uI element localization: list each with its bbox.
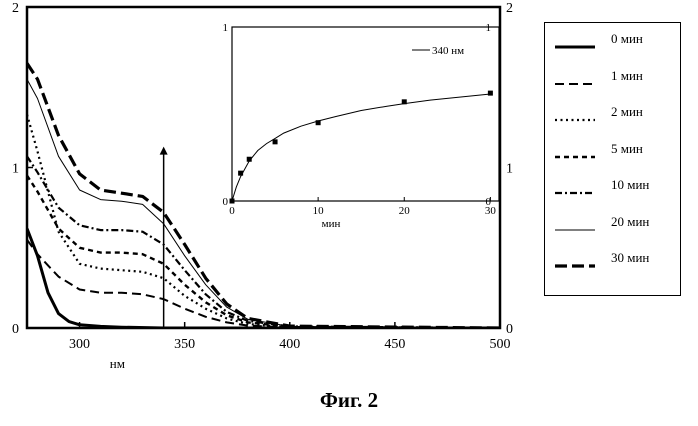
legend-label: 5 мин xyxy=(611,141,643,157)
legend-item: 30 мин xyxy=(545,250,682,286)
inset-x-tick-label: 0 xyxy=(229,205,235,217)
legend-item: 1 мин xyxy=(545,68,682,104)
x-tick-label: 500 xyxy=(490,337,511,352)
legend-label: 2 мин xyxy=(611,104,643,120)
y-tick-label-left: 0 xyxy=(12,322,19,337)
inset-legend-label: 340 нм xyxy=(432,45,464,57)
inset-data-point xyxy=(273,139,278,144)
legend-item: 20 мин xyxy=(545,214,682,250)
x-tick-label: 450 xyxy=(384,337,405,352)
legend-swatch xyxy=(553,78,597,90)
inset-data-point xyxy=(247,157,252,162)
inset-data-point xyxy=(402,99,407,104)
y-tick-label-right: 2 xyxy=(506,1,513,16)
y-tick-label-right: 0 xyxy=(506,322,513,337)
series-line xyxy=(27,229,500,329)
x-tick-label: 400 xyxy=(279,337,300,352)
x-axis-label: нм xyxy=(110,356,125,371)
inset-y-tick-label-right: 1 xyxy=(486,22,492,34)
inset-data-point xyxy=(316,120,321,125)
arrow-head-icon xyxy=(160,147,168,155)
legend-item: 5 мин xyxy=(545,141,682,177)
y-tick-label-left: 2 xyxy=(12,1,19,16)
legend-item: 10 мин xyxy=(545,177,682,213)
inset-data-point xyxy=(238,171,243,176)
inset-y-tick-label-left: 1 xyxy=(223,22,229,34)
legend-swatch xyxy=(553,260,597,272)
legend-swatch xyxy=(553,41,597,53)
legend-label: 1 мин xyxy=(611,68,643,84)
legend-label: 0 мин xyxy=(611,31,643,47)
legend: 0 мин 1 мин 2 мин 5 мин 10 мин 20 мин 30 мин xyxy=(544,22,681,296)
legend-label: 30 мин xyxy=(611,250,649,266)
legend-label: 20 мин xyxy=(611,214,649,230)
legend-label: 10 мин xyxy=(611,177,649,193)
inset-data-point xyxy=(230,199,235,204)
legend-item: 2 мин xyxy=(545,104,682,140)
inset-x-axis-label: мин xyxy=(322,218,341,230)
y-tick-label-left: 1 xyxy=(12,162,19,177)
inset-y-tick-label-right: 0 xyxy=(486,196,492,208)
inset-y-tick-label-left: 0 xyxy=(223,196,229,208)
legend-swatch xyxy=(553,114,597,126)
legend-swatch xyxy=(553,187,597,199)
legend-item: 0 мин xyxy=(545,31,682,67)
legend-swatch xyxy=(553,224,597,236)
inset-x-tick-label: 20 xyxy=(399,205,411,217)
x-tick-label: 350 xyxy=(174,337,195,352)
x-tick-label: 300 xyxy=(69,337,90,352)
inset-x-tick-label: 10 xyxy=(313,205,325,217)
figure-caption: Фиг. 2 xyxy=(0,388,698,413)
y-tick-label-right: 1 xyxy=(506,162,513,177)
inset-data-point xyxy=(488,91,493,96)
legend-swatch xyxy=(553,151,597,163)
